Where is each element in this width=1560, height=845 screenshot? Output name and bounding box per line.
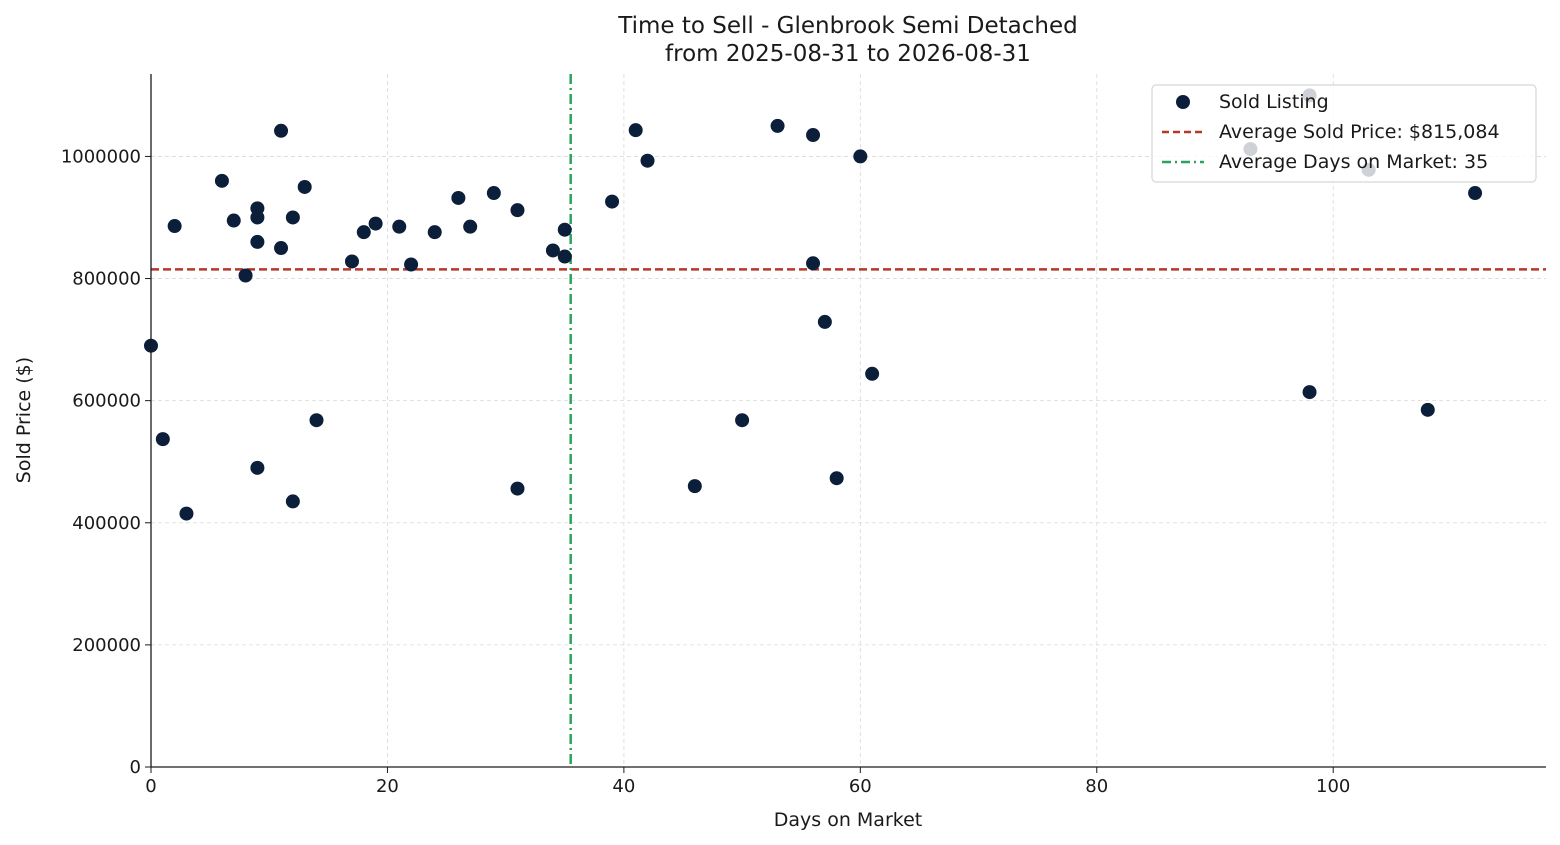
data-point-4: [214, 173, 229, 188]
data-point-32: [628, 123, 643, 138]
data-point-9: [250, 234, 265, 249]
data-point-6: [238, 268, 253, 283]
legend-label-avg-days: Average Days on Market: 35: [1219, 151, 1488, 173]
x-axis-ticks: 0 20 40 60 80 100: [145, 767, 1350, 797]
x-axis-label: Days on Market: [774, 809, 922, 831]
data-point-25: [486, 186, 501, 201]
data-point-38: [806, 256, 821, 271]
chart-subtitle: from 2025-08-31 to 2026-08-31: [665, 41, 1031, 67]
data-point-41: [853, 149, 868, 164]
data-point-48: [1468, 186, 1483, 201]
y-tick-label-4: 800000: [72, 269, 141, 290]
data-point-16: [309, 413, 324, 428]
y-tick-label-0: 0: [130, 757, 141, 778]
data-point-2: [167, 219, 182, 234]
legend-box: [1151, 84, 1537, 183]
data-point-33: [640, 153, 655, 168]
y-tick-label-1: 200000: [72, 635, 141, 656]
data-point-40: [829, 471, 844, 486]
y-tick-label-5: 1000000: [61, 146, 141, 167]
x-tick-label-1: 20: [376, 776, 399, 797]
data-point-42: [865, 366, 880, 381]
data-point-8: [250, 210, 265, 225]
y-tick-label-3: 600000: [72, 391, 141, 412]
data-point-3: [179, 506, 194, 521]
data-point-26: [510, 203, 525, 218]
data-point-36: [770, 118, 785, 133]
data-point-29: [557, 222, 572, 237]
legend-marker-sold-listing: [1176, 95, 1190, 109]
x-tick-label-2: 40: [612, 776, 635, 797]
x-tick-label-3: 60: [849, 776, 872, 797]
x-tick-label-0: 0: [145, 776, 156, 797]
y-tick-label-2: 400000: [72, 513, 141, 534]
y-axis-ticks: 0 200000 400000 600000 800000 1000000: [61, 146, 151, 778]
data-point-5: [226, 213, 241, 228]
data-point-45: [1302, 385, 1317, 400]
legend: Sold Listing Average Sold Price: $815,08…: [1151, 84, 1537, 183]
data-point-28: [545, 243, 560, 258]
legend-label-sold-listing: Sold Listing: [1219, 91, 1329, 113]
data-point-15: [297, 179, 312, 194]
data-point-17: [344, 254, 359, 269]
data-point-13: [285, 210, 300, 225]
data-point-23: [451, 190, 466, 205]
data-point-10: [250, 460, 265, 475]
data-point-39: [817, 314, 832, 329]
data-point-22: [427, 225, 442, 240]
data-point-11: [274, 123, 289, 138]
legend-label-avg-price: Average Sold Price: $815,084: [1219, 121, 1500, 143]
x-tick-label-4: 80: [1085, 776, 1108, 797]
data-point-20: [392, 219, 407, 234]
chart-title: Time to Sell - Glenbrook Semi Detached: [617, 13, 1078, 39]
data-point-31: [605, 194, 620, 209]
x-tick-label-5: 100: [1316, 776, 1350, 797]
data-point-14: [285, 494, 300, 509]
data-point-18: [356, 225, 371, 240]
data-point-47: [1420, 402, 1435, 417]
data-point-30: [557, 249, 572, 264]
data-point-37: [806, 128, 821, 143]
data-point-35: [735, 413, 750, 428]
data-point-27: [510, 481, 525, 496]
data-point-1: [155, 432, 170, 447]
data-point-21: [404, 257, 419, 272]
data-point-34: [687, 479, 702, 494]
data-point-19: [368, 216, 383, 231]
data-point-24: [463, 219, 478, 234]
axes: [150, 74, 1546, 768]
data-point-12: [274, 241, 289, 256]
y-axis-label: Sold Price ($): [13, 357, 35, 483]
